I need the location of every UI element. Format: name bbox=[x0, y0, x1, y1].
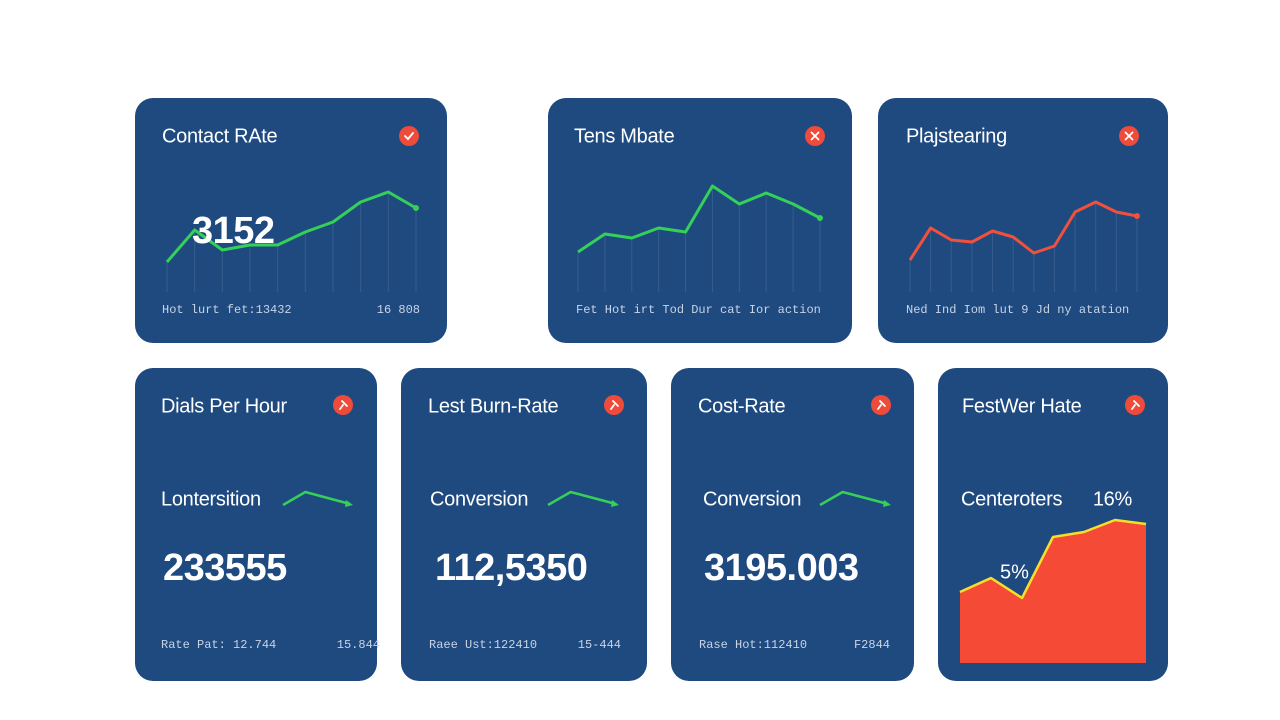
metric-label: Conversion bbox=[703, 488, 801, 510]
card-icon[interactable] bbox=[604, 395, 624, 415]
kpi-card: Tens Mbate Fet Hot irt Tod Dur cat Ior ac… bbox=[548, 98, 852, 343]
area-fill bbox=[960, 520, 1146, 663]
icon-glyph bbox=[810, 131, 820, 141]
card-icon[interactable] bbox=[805, 126, 825, 146]
footer-left: Raee Ust:122410 bbox=[429, 638, 537, 652]
footer-left: Rate Pat: 12.744 bbox=[161, 638, 276, 652]
card-title: Contact RAte bbox=[162, 125, 278, 147]
icon-glyph bbox=[1124, 131, 1134, 141]
mini-sparkline bbox=[819, 490, 889, 507]
icon-glyph bbox=[404, 132, 414, 141]
arrow-head bbox=[883, 500, 891, 507]
metric-label: Lontersition bbox=[161, 488, 261, 510]
sparkline bbox=[908, 200, 1138, 261]
card-icon[interactable] bbox=[871, 395, 891, 415]
card-title: Dials Per Hour bbox=[161, 395, 287, 417]
kpi-card: FestWer Hate Centeroters 16% 5% bbox=[938, 368, 1168, 681]
arrow-head bbox=[345, 500, 353, 507]
footer-left: Rase Hot:112410 bbox=[699, 638, 807, 652]
card-title: Lest Burn-Rate bbox=[428, 395, 558, 417]
card-title: FestWer Hate bbox=[962, 395, 1082, 417]
card-background bbox=[135, 368, 377, 681]
kpi-card: Dials Per Hour Lontersition 233555 Rate Pat… bbox=[135, 368, 380, 681]
area-line bbox=[959, 518, 1147, 600]
card-icon[interactable] bbox=[1119, 126, 1139, 146]
chart-note: 5% bbox=[1000, 561, 1029, 583]
card-background bbox=[548, 98, 852, 343]
kpi-card: Plajstearing Ned Ind Iom lut 9 Jd ny atat… bbox=[878, 98, 1168, 343]
icon-glyph bbox=[339, 400, 348, 410]
metric-badge: 16% bbox=[1093, 488, 1133, 510]
icon-glyph bbox=[877, 400, 886, 410]
kpi-card: Contact RAte 3152 Hot lurt fet:13432 16 808 bbox=[135, 98, 447, 343]
footer-right: 15.844 bbox=[337, 638, 380, 652]
footer-right: 16 808 bbox=[377, 303, 420, 317]
icon-glyph bbox=[610, 400, 619, 410]
card-icon[interactable] bbox=[399, 126, 419, 146]
footer-right: F2844 bbox=[854, 638, 890, 652]
metric-value: 233555 bbox=[163, 547, 287, 589]
sparkline-end bbox=[413, 205, 419, 211]
card-icon[interactable] bbox=[333, 395, 353, 415]
footer-left: Hot lurt fet:13432 bbox=[162, 303, 292, 317]
kpi-card: Lest Burn-Rate Conversion 112,5350 Raee Ust… bbox=[401, 368, 647, 681]
card-background bbox=[401, 368, 647, 681]
footer-right: 15-444 bbox=[578, 638, 621, 652]
card-icon[interactable] bbox=[1125, 395, 1145, 415]
footer-left: Fet Hot irt Tod Dur cat Ior action bbox=[576, 303, 821, 317]
metric-value: 3195.003 bbox=[704, 547, 859, 589]
footer-left: Ned Ind Iom lut 9 Jd ny atation bbox=[906, 303, 1129, 317]
card-title: Plajstearing bbox=[906, 125, 1007, 147]
icon-circle bbox=[399, 126, 419, 146]
metric-label: Conversion bbox=[430, 488, 528, 510]
card-background bbox=[135, 98, 447, 343]
mini-sparkline bbox=[282, 490, 351, 507]
mini-sparkline bbox=[547, 490, 617, 507]
card-title: Cost-Rate bbox=[698, 395, 786, 417]
card-background bbox=[671, 368, 914, 681]
metric-value: 112,5350 bbox=[435, 547, 587, 589]
metric-label: Centeroters bbox=[961, 488, 1062, 510]
icon-glyph bbox=[1131, 400, 1140, 410]
arrow-head bbox=[611, 500, 619, 507]
sparkline bbox=[577, 184, 821, 254]
card-background bbox=[878, 98, 1168, 343]
sparkline-end bbox=[817, 215, 823, 221]
metric-value: 3152 bbox=[192, 210, 275, 252]
sparkline-end bbox=[1134, 213, 1140, 219]
kpi-card: Cost-Rate Conversion 3195.003 Rase Hot:1124… bbox=[671, 368, 914, 681]
card-title: Tens Mbate bbox=[574, 125, 675, 147]
sparkline bbox=[165, 190, 417, 263]
